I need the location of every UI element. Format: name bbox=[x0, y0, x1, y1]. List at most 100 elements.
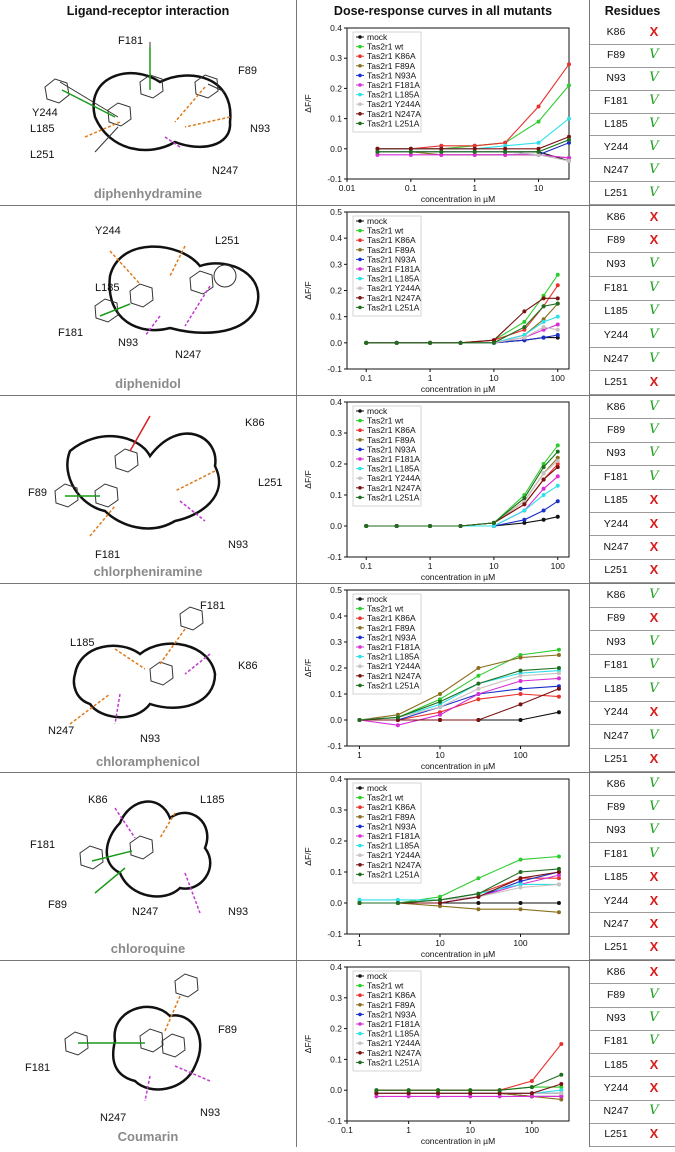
data-point bbox=[541, 493, 546, 497]
data-point bbox=[556, 876, 561, 881]
check-mark-icon: V bbox=[649, 398, 659, 414]
dose-response-chart: -0.1 0.0 0.1 0.2 0.3 0.4 0.1 1 10 100 concentratio… bbox=[297, 961, 589, 1147]
legend-marker bbox=[358, 102, 362, 106]
panel-chloroquine: K86 L185 F181 F89 N247 N93 chloroquine -… bbox=[0, 773, 675, 960]
residue-name: Y244 bbox=[603, 894, 629, 907]
y-axis-label: ΔF/F bbox=[303, 847, 313, 865]
chart-svg: -0.1 0.0 0.1 0.2 0.3 0.4 1 10 100 concentration i… bbox=[303, 774, 570, 959]
data-point bbox=[541, 319, 546, 324]
data-point bbox=[555, 474, 560, 479]
data-point bbox=[364, 524, 369, 528]
check-mark-icon: V bbox=[649, 986, 659, 1002]
data-point bbox=[555, 499, 560, 504]
x-axis-label: concentration in µM bbox=[421, 1136, 495, 1146]
legend-label: Tas2r1 Y244A bbox=[367, 661, 421, 671]
legend-marker bbox=[358, 1003, 362, 1007]
label-F181: F181 bbox=[25, 1062, 50, 1074]
data-point bbox=[556, 870, 561, 874]
data-point bbox=[439, 146, 444, 151]
data-point bbox=[556, 901, 561, 905]
data-point bbox=[476, 666, 481, 670]
series-line-L251A bbox=[359, 868, 559, 904]
label-K86: K86 bbox=[245, 417, 265, 429]
label-L251: L251 bbox=[215, 235, 239, 247]
plot-frame bbox=[346, 27, 570, 180]
data-point bbox=[518, 876, 523, 881]
check-mark-icon: V bbox=[649, 184, 659, 200]
data-point bbox=[491, 520, 496, 525]
legend-marker bbox=[358, 815, 362, 819]
residue-row-F181: F181 V bbox=[590, 655, 675, 678]
molecule-diagram: Y244 L251 L185 F181 N93 N247 diphenidol bbox=[0, 206, 296, 395]
legend-marker bbox=[358, 674, 362, 678]
data-point bbox=[555, 272, 560, 277]
residue-row-Y244: Y244 X bbox=[590, 890, 675, 914]
residue-row-Y244: Y244 X bbox=[590, 1077, 675, 1101]
residue-row-F181: F181 V bbox=[590, 843, 675, 867]
check-mark-icon: V bbox=[649, 161, 659, 177]
residue-name: L185 bbox=[604, 494, 628, 507]
legend-marker bbox=[358, 495, 362, 500]
divider-h3 bbox=[0, 583, 675, 584]
data-point bbox=[556, 882, 561, 887]
y-axis-label: ΔF/F bbox=[303, 94, 313, 112]
data-point bbox=[476, 692, 481, 696]
residue-name: K86 bbox=[606, 210, 626, 223]
residue-name: K86 bbox=[606, 777, 626, 790]
x-tick-label: 0.1 bbox=[341, 1125, 353, 1135]
data-point bbox=[518, 686, 523, 691]
chart-svg: -0.1 0.0 0.1 0.2 0.3 0.4 0.5 0.1 1 10 100 concentra… bbox=[303, 207, 570, 394]
divider-h1 bbox=[0, 205, 675, 206]
data-point bbox=[436, 1088, 441, 1093]
y-tick-label: -0.1 bbox=[327, 552, 342, 562]
legend-label: Tas2r1 K86A bbox=[367, 425, 416, 435]
data-point bbox=[437, 699, 442, 704]
label-F89: F89 bbox=[238, 65, 257, 77]
y-tick-label: 0.3 bbox=[330, 53, 342, 63]
legend-label: Tas2r1 N93A bbox=[367, 444, 416, 454]
legend-label: Tas2r1 L185A bbox=[367, 841, 420, 851]
residue-name: N93 bbox=[606, 258, 626, 271]
interaction-svg: K86 F89 L251 F181 N93 chlorpheniramine bbox=[28, 415, 282, 579]
y-tick-label: 0.5 bbox=[330, 207, 342, 217]
divider-v2 bbox=[589, 0, 590, 1147]
x-tick-label: 0.1 bbox=[405, 183, 417, 193]
legend-label: Tas2r1 F181A bbox=[367, 80, 420, 90]
x-tick-label: 10 bbox=[435, 750, 445, 760]
molecule-diagram: K86 L185 F181 F89 N247 N93 chloroquine bbox=[0, 773, 296, 960]
x-tick-label: 1 bbox=[428, 561, 433, 571]
y-tick-label: 0.0 bbox=[330, 144, 342, 154]
data-point bbox=[536, 152, 541, 157]
legend-label: Tas2r1 wt bbox=[367, 226, 404, 236]
legend-label: Tas2r1 N93A bbox=[367, 1009, 416, 1019]
legend-marker bbox=[358, 228, 362, 233]
residue-row-Y244: Y244 V bbox=[590, 324, 675, 348]
legend-marker bbox=[358, 447, 362, 452]
data-point bbox=[555, 443, 560, 448]
data-point bbox=[395, 897, 400, 902]
legend-label: Tas2r1 F89A bbox=[367, 1000, 416, 1010]
data-point bbox=[556, 676, 561, 681]
legend-marker bbox=[358, 428, 362, 432]
residue-name: K86 bbox=[606, 400, 626, 413]
residue-name: L251 bbox=[604, 564, 628, 577]
legend-label: Tas2r1 L251A bbox=[367, 1057, 420, 1067]
residue-name: N247 bbox=[603, 729, 629, 742]
series-line-L251A bbox=[366, 303, 558, 344]
legend-label: Tas2r1 F181A bbox=[367, 831, 420, 841]
data-point bbox=[529, 1094, 534, 1099]
check-mark-icon: V bbox=[649, 1033, 659, 1049]
series-line-L185A bbox=[366, 316, 558, 344]
cross-mark-icon: X bbox=[649, 515, 659, 531]
cross-mark-icon: X bbox=[649, 208, 659, 224]
y-tick-label: 0.4 bbox=[330, 233, 342, 243]
data-point bbox=[556, 710, 561, 715]
check-mark-icon: V bbox=[649, 93, 659, 109]
legend-label: Tas2r1 wt bbox=[367, 793, 404, 803]
legend-marker bbox=[358, 824, 362, 829]
residue-row-Y244: Y244 X bbox=[590, 702, 675, 725]
check-mark-icon: V bbox=[649, 845, 659, 861]
y-tick-label: 0.4 bbox=[330, 23, 342, 33]
x-axis-label: concentration in µM bbox=[421, 949, 495, 959]
header-ligand: Ligand-receptor interaction bbox=[66, 4, 230, 18]
